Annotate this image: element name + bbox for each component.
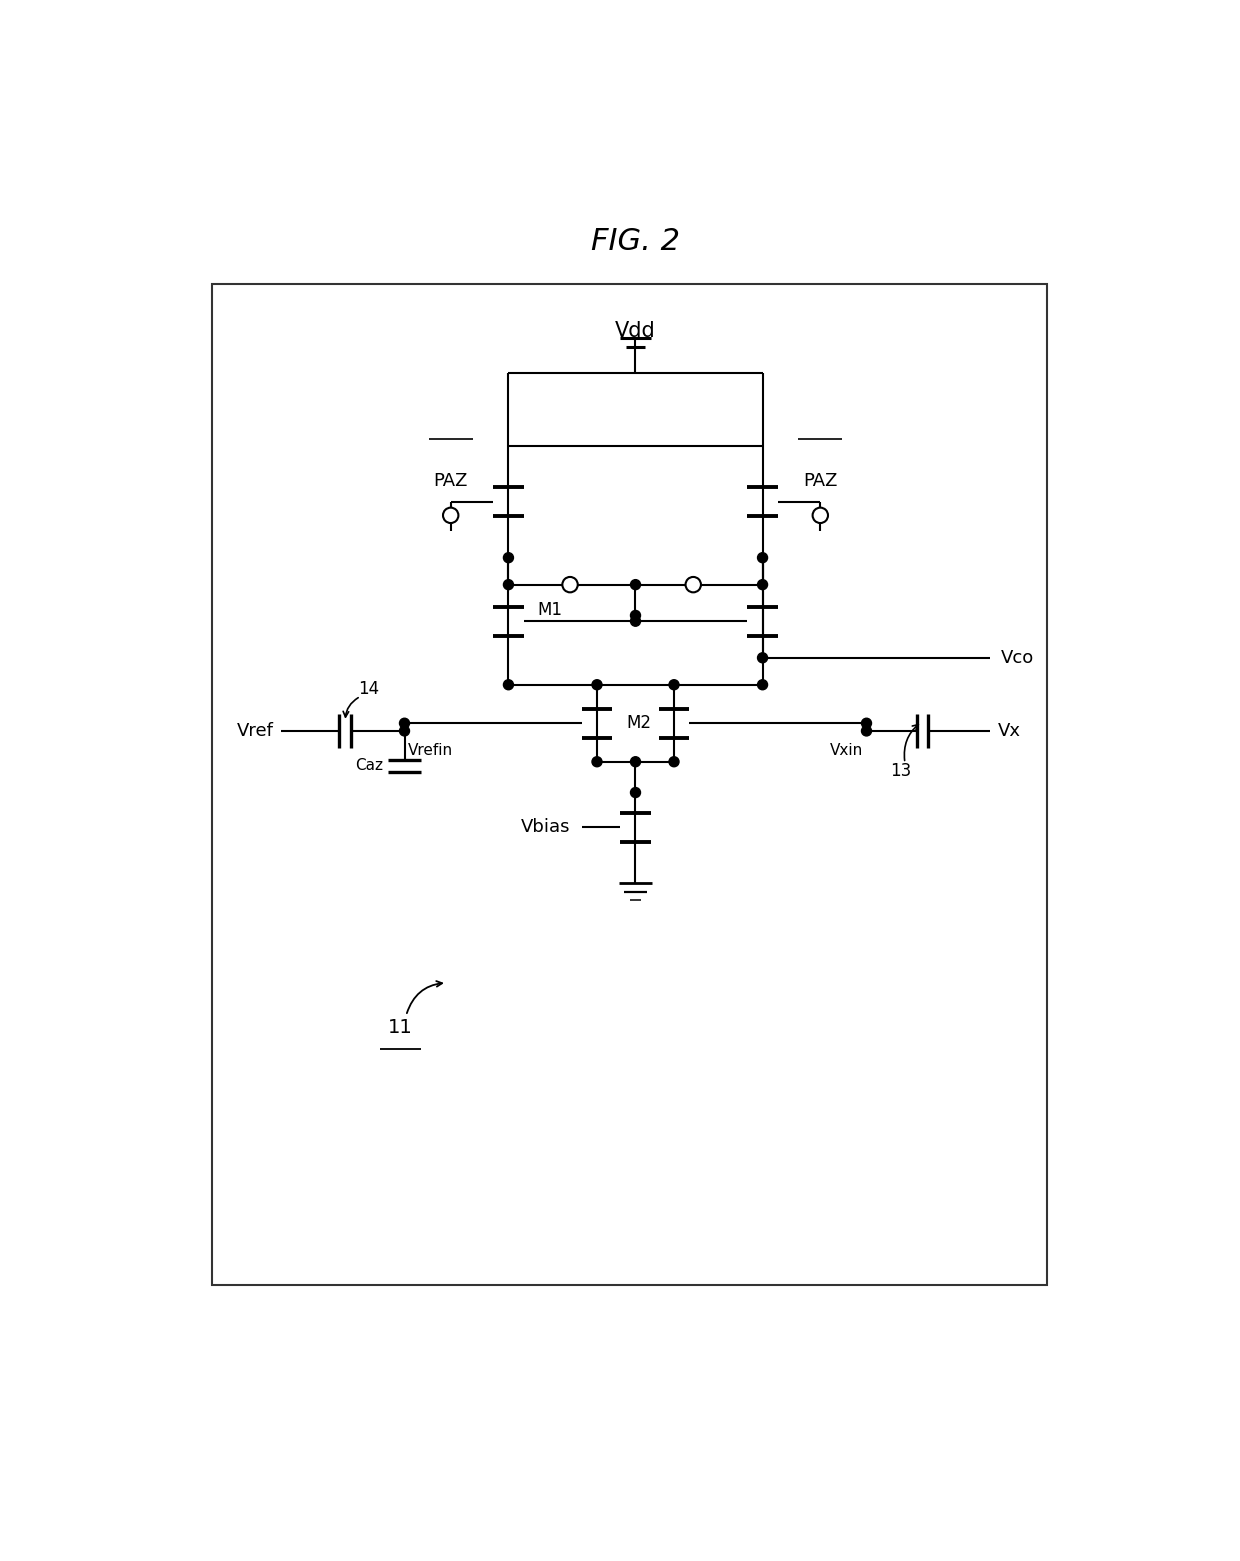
Text: FIG. 2: FIG. 2 [591,228,680,256]
Circle shape [591,757,601,766]
Circle shape [591,679,601,690]
Text: Vdd: Vdd [615,320,656,340]
Circle shape [862,718,872,729]
Circle shape [503,679,513,690]
Circle shape [503,553,513,562]
Circle shape [630,788,641,798]
Text: PAZ: PAZ [434,471,467,490]
Text: M2: M2 [626,715,651,732]
Circle shape [758,579,768,590]
Text: 13: 13 [890,762,911,780]
Circle shape [630,757,641,766]
Text: M1: M1 [538,601,563,618]
Circle shape [399,718,409,729]
Circle shape [399,726,409,735]
Circle shape [563,578,578,592]
Circle shape [686,578,701,592]
Circle shape [443,507,459,523]
Text: 14: 14 [358,679,379,698]
Circle shape [670,757,680,766]
Circle shape [670,679,680,690]
Text: Vbias: Vbias [521,818,570,837]
Circle shape [862,726,872,735]
Text: 11: 11 [388,1018,413,1037]
Circle shape [630,579,641,590]
Circle shape [758,652,768,663]
Text: Vref: Vref [237,721,274,740]
Bar [212,284,1048,1285]
Text: Vx: Vx [997,721,1021,740]
Circle shape [630,610,641,620]
Circle shape [630,617,641,626]
Text: Caz: Caz [355,759,383,773]
Text: PAZ: PAZ [804,471,837,490]
Circle shape [758,553,768,562]
Circle shape [758,679,768,690]
Text: Vrefin: Vrefin [408,743,454,757]
Text: Vco: Vco [1001,649,1034,667]
Circle shape [812,507,828,523]
Circle shape [503,579,513,590]
Text: Vxin: Vxin [830,743,863,757]
